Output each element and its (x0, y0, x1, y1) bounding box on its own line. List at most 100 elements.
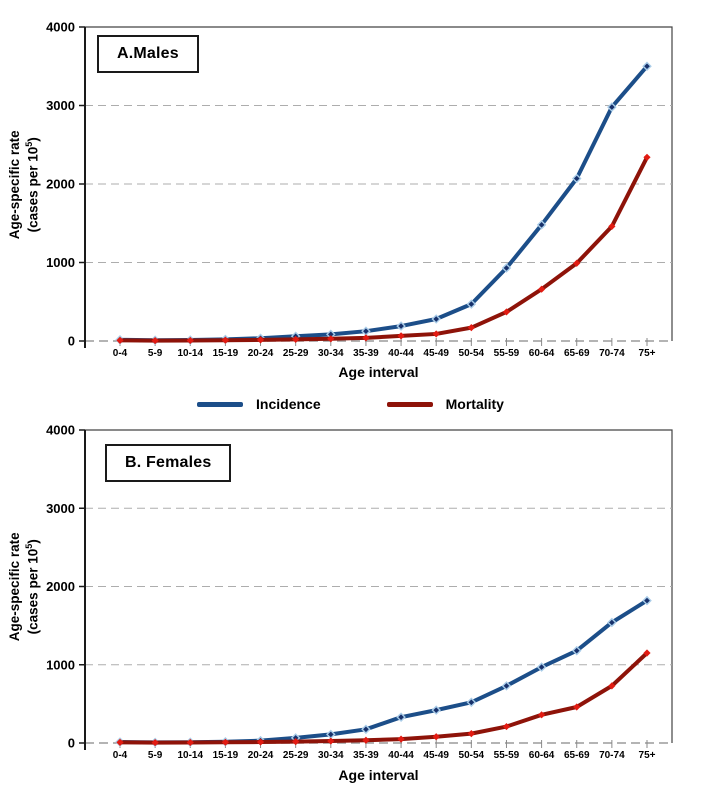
data-point-marker (607, 617, 617, 628)
y-tick-label: 3000 (46, 98, 75, 113)
y-tick-label: 4000 (46, 20, 75, 35)
data-point-marker (538, 285, 546, 293)
data-point-marker (116, 738, 124, 746)
data-point-marker (608, 222, 616, 230)
data-point-marker (186, 738, 194, 747)
data-point-marker (536, 662, 547, 672)
data-point-marker (221, 336, 229, 344)
data-point-marker (116, 336, 124, 344)
y-tick-label: 1000 (46, 255, 75, 270)
y-tick-label: 1000 (46, 657, 75, 672)
x-tick-label: 55-59 (494, 348, 520, 359)
x-tick-label: 60-64 (529, 750, 555, 761)
data-point-marker (256, 336, 265, 344)
data-point-marker (571, 173, 582, 184)
x-tick-label: 5-9 (148, 750, 163, 761)
data-point-marker (327, 335, 335, 343)
panel-title-females: B. Females (105, 444, 232, 482)
data-point-marker (643, 649, 651, 657)
y-axis-label-superscript: 5 (23, 141, 34, 147)
data-point-marker (573, 259, 581, 267)
y-axis-label-close: ) (25, 539, 41, 544)
x-tick-label: 45-49 (423, 348, 449, 359)
panel-females: 0 1000 2000 3000 4000 0-4 5-9 10-14 15-19 20-24 25… (0, 420, 701, 799)
data-point-marker (362, 736, 370, 744)
data-point-marker (642, 61, 652, 72)
x-tick-label: 45-49 (423, 750, 449, 761)
y-tick-label: 0 (68, 736, 75, 751)
data-point-marker (327, 737, 335, 745)
data-point-marker (326, 729, 336, 740)
y-tick-label: 2000 (46, 177, 75, 192)
x-tick-label: 50-54 (459, 348, 485, 359)
x-tick-label: 0-4 (113, 348, 128, 359)
x-tick-label: 60-64 (529, 348, 555, 359)
x-tick-label: 35-39 (353, 750, 379, 761)
data-point-marker (502, 722, 511, 731)
mortality-line-swatch (386, 401, 433, 407)
x-tick-label: 10-14 (177, 750, 203, 761)
x-tick-label: 30-34 (318, 348, 344, 359)
x-tick-label: 5-9 (148, 348, 163, 359)
x-tick-label: 20-24 (248, 750, 274, 761)
mortality-line (118, 651, 649, 745)
data-point-marker (431, 705, 441, 715)
plot-frame (85, 26, 673, 341)
data-point-marker (467, 730, 475, 738)
x-tick-label: 20-24 (248, 348, 274, 359)
legend: Incidence Mortality (0, 388, 701, 420)
x-axis-title-males: Age interval (338, 364, 419, 380)
x-tick-label: 25-29 (283, 348, 309, 359)
data-point-marker (536, 220, 547, 230)
x-tick-label: 25-29 (283, 750, 309, 761)
data-point-marker (608, 682, 616, 690)
x-tick-label: 70-74 (599, 348, 625, 359)
x-tick-label: 35-39 (353, 348, 379, 359)
y-tick-label: 4000 (46, 423, 75, 438)
y-tick-label: 2000 (46, 579, 75, 594)
incidence-line-swatch (197, 401, 244, 407)
y-axis-label-superscript: 5 (23, 543, 34, 549)
x-tick-label: 55-59 (494, 750, 520, 761)
panel-males: 0 1000 2000 3000 4000 0-4 5-9 10-14 15-19 20-24 25… (0, 0, 701, 388)
data-point-marker (432, 733, 440, 741)
data-point-marker (501, 263, 512, 273)
x-tick-label: 30-34 (318, 750, 344, 761)
data-point-marker (643, 153, 651, 161)
y-axis-label-line1: Age-specific rate (7, 532, 23, 642)
data-point-marker (221, 738, 229, 746)
data-point-marker (362, 334, 370, 342)
y-axis-label-close: ) (25, 137, 41, 142)
data-point-marker (397, 332, 405, 340)
legend-item-incidence: Incidence (197, 396, 321, 412)
x-tick-label: 75+ (639, 750, 656, 761)
incidence-legend-label: Incidence (256, 396, 321, 412)
data-point-marker (361, 326, 371, 336)
data-point-marker (466, 697, 477, 708)
y-axis-label: Age-specific rate (cases per 105) (6, 75, 42, 295)
data-point-marker (538, 711, 546, 719)
x-tick-label: 65-69 (564, 750, 590, 761)
y-tick-label: 0 (68, 334, 75, 349)
data-point-marker (467, 324, 475, 332)
x-axis-title-females: Age interval (338, 767, 419, 783)
mortality-legend-label: Mortality (445, 396, 504, 412)
x-tick-label: 0-4 (113, 750, 128, 761)
data-point-marker (502, 308, 511, 316)
data-point-marker (642, 595, 652, 606)
data-point-marker (361, 724, 371, 735)
data-point-marker (292, 335, 300, 344)
panel-title-males: A.Males (97, 35, 199, 73)
x-tick-label: 65-69 (564, 348, 590, 359)
x-tick-label: 10-14 (177, 348, 203, 359)
data-point-marker (151, 739, 159, 747)
males-chart-svg: 0 1000 2000 3000 4000 0-4 5-9 10-14 15-19 20-24 25… (46, 20, 673, 359)
x-tick-label: 50-54 (459, 750, 485, 761)
mortality-line (118, 155, 649, 343)
data-point-marker (432, 330, 440, 338)
x-tick-label: 70-74 (599, 750, 625, 761)
data-point-marker (573, 703, 581, 711)
legend-item-mortality: Mortality (386, 396, 504, 412)
data-point-marker (607, 102, 617, 112)
incidence-line (118, 598, 649, 745)
